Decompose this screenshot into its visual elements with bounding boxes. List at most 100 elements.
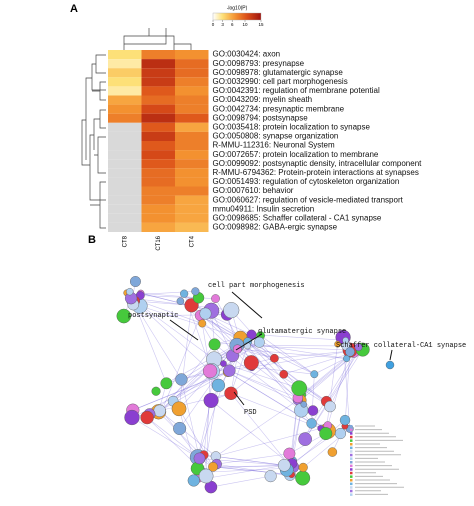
node bbox=[211, 294, 220, 303]
edge bbox=[311, 349, 358, 424]
edge bbox=[178, 305, 192, 409]
legend-swatch bbox=[350, 493, 353, 496]
edge bbox=[251, 349, 358, 368]
heatmap-cell bbox=[108, 122, 142, 132]
heatmap-cell bbox=[108, 77, 142, 87]
colorbar-tick-label: 0 bbox=[212, 22, 215, 27]
node bbox=[307, 405, 319, 416]
edge bbox=[215, 456, 285, 466]
edge bbox=[146, 417, 199, 458]
node bbox=[253, 336, 265, 348]
heatmap-cell bbox=[108, 141, 142, 151]
edge bbox=[230, 393, 321, 429]
row-label: GO:0042391: regulation of membrane poten… bbox=[213, 86, 380, 95]
legend-swatch bbox=[350, 482, 353, 486]
edge bbox=[247, 341, 331, 407]
node bbox=[342, 337, 349, 344]
heatmap-cell bbox=[175, 131, 209, 141]
edge bbox=[216, 453, 290, 465]
edge bbox=[325, 344, 338, 434]
edge bbox=[237, 348, 275, 359]
node bbox=[246, 329, 257, 340]
edge bbox=[212, 466, 292, 475]
edge bbox=[251, 362, 299, 399]
node bbox=[171, 401, 187, 417]
heatmap-cell bbox=[175, 77, 209, 87]
heatmap-cell bbox=[108, 150, 142, 160]
heatmap-cell bbox=[175, 95, 209, 105]
heatmap-cell bbox=[175, 204, 209, 214]
node bbox=[334, 340, 341, 348]
heatmap-cell bbox=[141, 150, 175, 160]
legend-swatch bbox=[350, 428, 353, 432]
edge bbox=[215, 399, 298, 457]
legend-swatch bbox=[350, 432, 353, 435]
node bbox=[175, 373, 188, 386]
arrow bbox=[169, 291, 393, 406]
legend-swatch bbox=[350, 439, 353, 442]
node bbox=[277, 458, 291, 472]
edge bbox=[139, 305, 241, 339]
edge bbox=[140, 293, 199, 299]
legend-swatch bbox=[350, 446, 353, 450]
node bbox=[334, 428, 347, 440]
node bbox=[211, 378, 226, 392]
node bbox=[324, 400, 336, 413]
heatmap-cell bbox=[175, 168, 209, 178]
heatmap-cell bbox=[141, 95, 175, 105]
network-label: PSD bbox=[244, 409, 257, 417]
network-label: glutamatergic synapse bbox=[258, 328, 346, 336]
edge bbox=[212, 466, 292, 475]
legend-swatch bbox=[350, 471, 353, 475]
node bbox=[176, 297, 185, 305]
network-label: Schaffer collateral-CA1 synapse bbox=[336, 342, 466, 350]
legend-swatch bbox=[350, 453, 353, 457]
edge bbox=[197, 400, 212, 458]
node bbox=[202, 363, 218, 379]
heatmap-cell bbox=[108, 213, 142, 223]
row-label: R-MMU-112316: Neuronal System bbox=[213, 141, 335, 150]
node bbox=[140, 410, 154, 425]
heatmap-cell bbox=[141, 186, 175, 196]
heatmap-cell bbox=[141, 104, 175, 114]
node bbox=[243, 355, 259, 371]
heatmap-cell bbox=[175, 186, 209, 196]
heatmap-cell bbox=[175, 195, 209, 205]
dendrogram bbox=[81, 28, 192, 229]
node bbox=[310, 370, 319, 379]
colorbar-tick-label: 15 bbox=[258, 22, 264, 27]
node bbox=[199, 307, 212, 320]
node bbox=[319, 427, 333, 441]
edge bbox=[181, 379, 200, 459]
heatmap-cell bbox=[175, 222, 209, 232]
node bbox=[193, 452, 206, 465]
panel-label: B bbox=[88, 234, 96, 246]
legend-swatch bbox=[350, 425, 353, 428]
heatmap-cell bbox=[108, 50, 142, 60]
row-label: GO:0035418: protein localization to syna… bbox=[213, 122, 371, 131]
node bbox=[279, 369, 289, 379]
heatmap-cell bbox=[141, 122, 175, 132]
node bbox=[343, 355, 351, 363]
legend bbox=[350, 425, 404, 496]
edge bbox=[311, 374, 315, 424]
node bbox=[198, 319, 207, 328]
panel-label: A bbox=[70, 3, 78, 15]
heatmap-cell bbox=[175, 59, 209, 69]
column-label: CT16 bbox=[156, 235, 162, 250]
column-label: CT4 bbox=[189, 235, 195, 247]
node bbox=[224, 386, 238, 401]
edge bbox=[223, 363, 300, 389]
row-label: GO:0098978: glutamatergic synapse bbox=[213, 68, 344, 77]
edge bbox=[161, 315, 201, 412]
heatmap-cell bbox=[108, 222, 142, 232]
heatmap-cell bbox=[175, 68, 209, 78]
heatmap-cell bbox=[108, 59, 142, 69]
edge bbox=[230, 345, 248, 394]
legend-swatch bbox=[350, 450, 353, 453]
node bbox=[124, 409, 140, 426]
heatmap-cell bbox=[108, 95, 142, 105]
row-label: GO:0072657: protein localization to memb… bbox=[213, 150, 379, 159]
node bbox=[354, 343, 363, 352]
